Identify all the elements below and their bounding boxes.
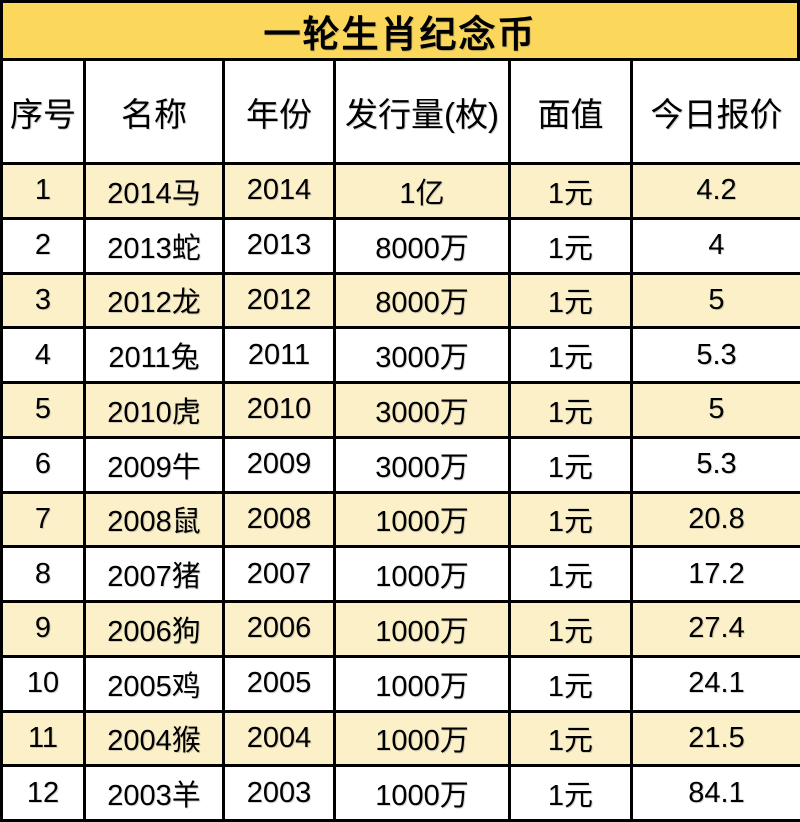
cell: 1元: [508, 545, 633, 603]
cell: 2012: [222, 271, 336, 330]
cell: 21.5: [630, 709, 800, 768]
cell: 1元: [508, 381, 633, 439]
table-header: 序号 名称 年份 发行量(枚) 面值 今日报价: [0, 58, 800, 165]
cell: 2010虎: [83, 381, 225, 439]
cell: 2011: [222, 326, 336, 384]
table-row: 10 2005鸡 2005 1000万 1元 24.1: [0, 654, 800, 713]
cell: 17.2: [630, 545, 800, 603]
cell: 1元: [508, 162, 633, 220]
cell: 2003: [222, 764, 336, 822]
cell: 2014马: [83, 162, 225, 220]
cell: 3000万: [333, 435, 511, 494]
cell: 1: [0, 162, 86, 220]
table-row: 7 2008鼠 2008 1000万 1元 20.8: [0, 490, 800, 549]
cell: 1000万: [333, 709, 511, 768]
cell: 24.1: [630, 654, 800, 713]
cell: 1元: [508, 600, 633, 658]
cell: 4: [630, 216, 800, 275]
cell: 2011兔: [83, 326, 225, 384]
cell: 2010: [222, 381, 336, 439]
cell: 1000万: [333, 654, 511, 713]
table-title: 一轮生肖纪念币: [0, 0, 800, 58]
cell: 1元: [508, 435, 633, 494]
table-row: 8 2007猪 2007 1000万 1元 17.2: [0, 545, 800, 603]
cell: 1000万: [333, 600, 511, 658]
cell: 8000万: [333, 271, 511, 330]
cell: 4: [0, 326, 86, 384]
cell: 27.4: [630, 600, 800, 658]
cell: 2: [0, 216, 86, 275]
cell: 2012龙: [83, 271, 225, 330]
cell: 2009牛: [83, 435, 225, 494]
cell: 1000万: [333, 545, 511, 603]
cell: 2008鼠: [83, 490, 225, 549]
table-row: 12 2003羊 2003 1000万 1元 84.1: [0, 764, 800, 822]
table-row: 6 2009牛 2009 3000万 1元 5.3: [0, 435, 800, 494]
cell: 8000万: [333, 216, 511, 275]
cell: 2009: [222, 435, 336, 494]
header-row: 序号 名称 年份 发行量(枚) 面值 今日报价: [0, 58, 800, 165]
cell: 2007: [222, 545, 336, 603]
cell: 1元: [508, 490, 633, 549]
cell: 2005鸡: [83, 654, 225, 713]
cell: 1元: [508, 326, 633, 384]
column-header-mintage: 发行量(枚): [333, 58, 511, 165]
column-header-price: 今日报价: [630, 58, 800, 165]
cell: 2013蛇: [83, 216, 225, 275]
column-header-index: 序号: [0, 58, 86, 165]
cell: 5.3: [630, 435, 800, 494]
table-row: 9 2006狗 2006 1000万 1元 27.4: [0, 600, 800, 658]
coin-price-table: 序号 名称 年份 发行量(枚) 面值 今日报价 1 2014马 2014 1亿 1元 4.…: [0, 58, 800, 822]
cell: 4.2: [630, 162, 800, 220]
cell: 2014: [222, 162, 336, 220]
table-row: 1 2014马 2014 1亿 1元 4.2: [0, 162, 800, 220]
cell: 2007猪: [83, 545, 225, 603]
cell: 1000万: [333, 764, 511, 822]
cell: 1元: [508, 709, 633, 768]
cell: 1元: [508, 271, 633, 330]
table-row: 2 2013蛇 2013 8000万 1元 4: [0, 216, 800, 275]
cell: 11: [0, 709, 86, 768]
cell: 1元: [508, 654, 633, 713]
cell: 1元: [508, 764, 633, 822]
cell: 5: [630, 381, 800, 439]
cell: 6: [0, 435, 86, 494]
table-row: 3 2012龙 2012 8000万 1元 5: [0, 271, 800, 330]
cell: 84.1: [630, 764, 800, 822]
cell: 1000万: [333, 490, 511, 549]
cell: 1亿: [333, 162, 511, 220]
column-header-name: 名称: [83, 58, 225, 165]
cell: 3000万: [333, 381, 511, 439]
cell: 2003羊: [83, 764, 225, 822]
cell: 5.3: [630, 326, 800, 384]
column-header-year: 年份: [222, 58, 336, 165]
cell: 2005: [222, 654, 336, 713]
cell: 5: [630, 271, 800, 330]
cell: 5: [0, 381, 86, 439]
table-row: 11 2004猴 2004 1000万 1元 21.5: [0, 709, 800, 768]
column-header-face-value: 面值: [508, 58, 633, 165]
cell: 2006: [222, 600, 336, 658]
cell: 3000万: [333, 326, 511, 384]
cell: 2008: [222, 490, 336, 549]
cell: 7: [0, 490, 86, 549]
cell: 3: [0, 271, 86, 330]
cell: 1元: [508, 216, 633, 275]
table-body: 1 2014马 2014 1亿 1元 4.2 2 2013蛇 2013 8000万 1元 4 3 2012…: [0, 162, 800, 822]
cell: 12: [0, 764, 86, 822]
table-row: 5 2010虎 2010 3000万 1元 5: [0, 381, 800, 439]
table-row: 4 2011兔 2011 3000万 1元 5.3: [0, 326, 800, 384]
cell: 10: [0, 654, 86, 713]
cell: 2013: [222, 216, 336, 275]
cell: 9: [0, 600, 86, 658]
cell: 2004猴: [83, 709, 225, 768]
cell: 2004: [222, 709, 336, 768]
cell: 2006狗: [83, 600, 225, 658]
cell: 20.8: [630, 490, 800, 549]
cell: 8: [0, 545, 86, 603]
